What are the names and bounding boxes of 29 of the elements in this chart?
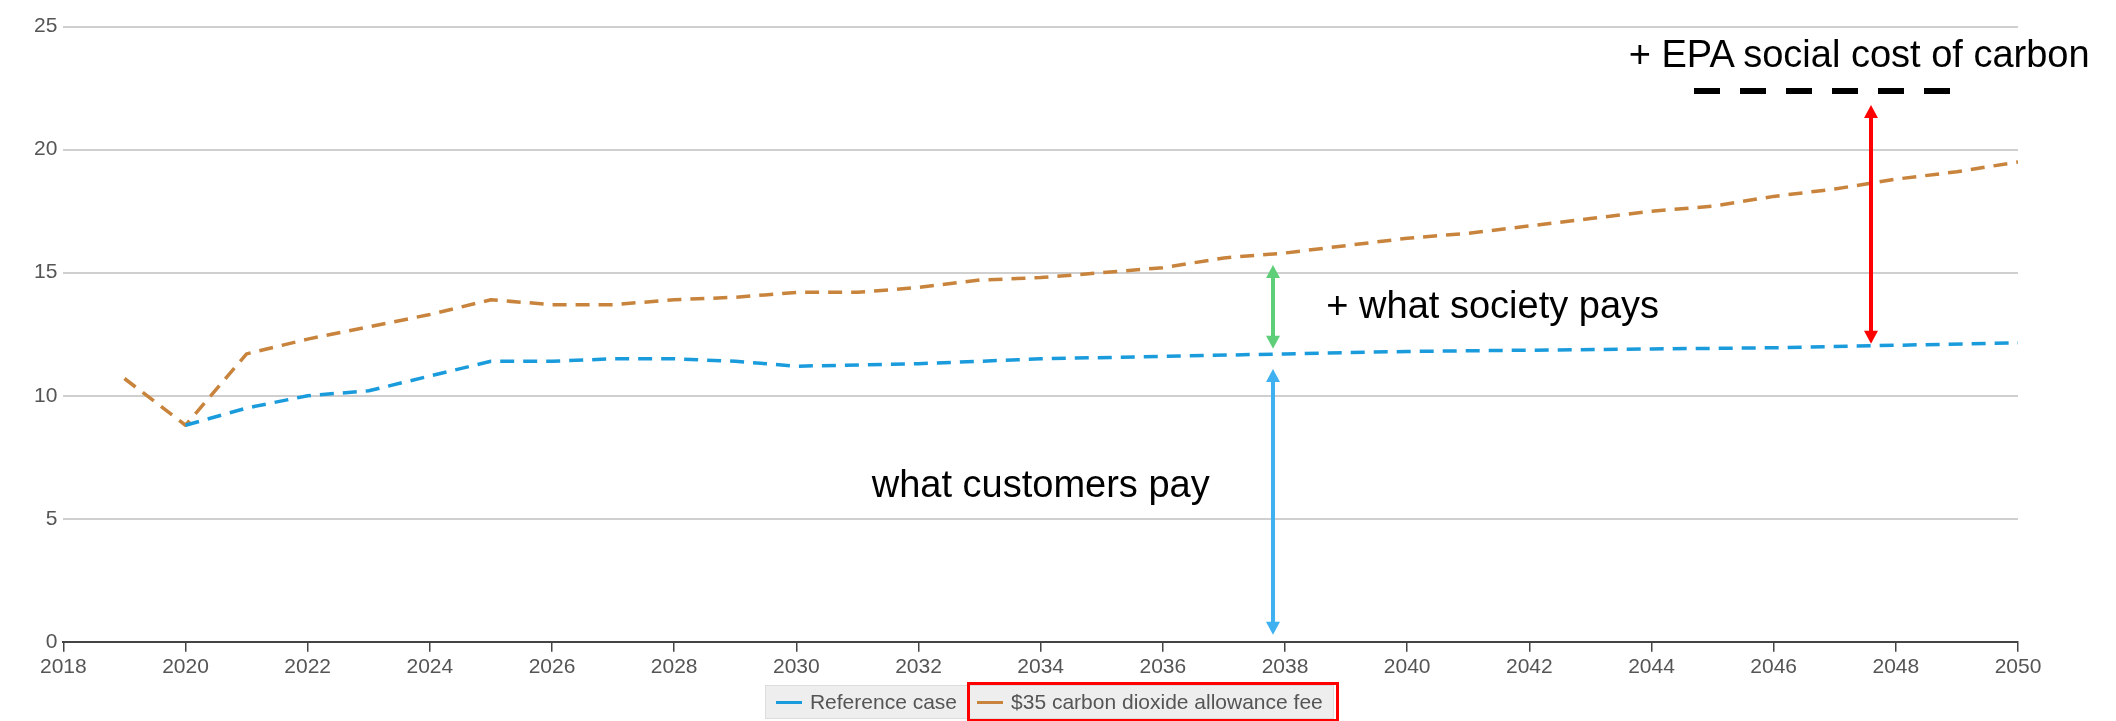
legend-label: $35 carbon dioxide allowance fee: [1011, 690, 1323, 714]
x-tick-label: 2024: [406, 654, 454, 678]
x-tick-label: 2036: [1139, 654, 1187, 678]
annotation: what customers pay: [870, 463, 1210, 506]
x-tick-label: 2044: [1628, 654, 1676, 678]
legend-label: Reference case: [809, 690, 958, 714]
y-tick-label: 0: [45, 628, 58, 652]
y-tick-label: 25: [34, 13, 58, 37]
y-tick-label: 15: [34, 259, 58, 283]
y-tick-label: 10: [34, 382, 58, 406]
x-tick-label: 2040: [1383, 654, 1431, 678]
x-tick-label: 2046: [1750, 654, 1798, 678]
x-tick-label: 2048: [1872, 654, 1920, 678]
x-tick-label: 2030: [772, 654, 820, 678]
line-series: [122, 160, 2018, 427]
x-tick-label: 2034: [1017, 654, 1065, 678]
y-tick-label: 5: [45, 505, 58, 529]
y-tick-label: 20: [34, 136, 58, 160]
x-tick-label: 2050: [1994, 654, 2042, 678]
x-tick-label: 2038: [1261, 654, 1309, 678]
x-tick-label: 2042: [1505, 654, 1553, 678]
x-tick-label: 2026: [528, 654, 576, 678]
annotation: + EPA social cost of carbon: [1628, 32, 2090, 75]
x-tick-label: 2020: [162, 654, 209, 678]
x-tick-label: 2018: [40, 654, 87, 678]
x-tick-label: 2022: [284, 654, 332, 678]
annotation: + what society pays: [1326, 283, 1660, 326]
x-tick-label: 2032: [895, 654, 942, 678]
x-tick-label: 2028: [650, 654, 698, 678]
